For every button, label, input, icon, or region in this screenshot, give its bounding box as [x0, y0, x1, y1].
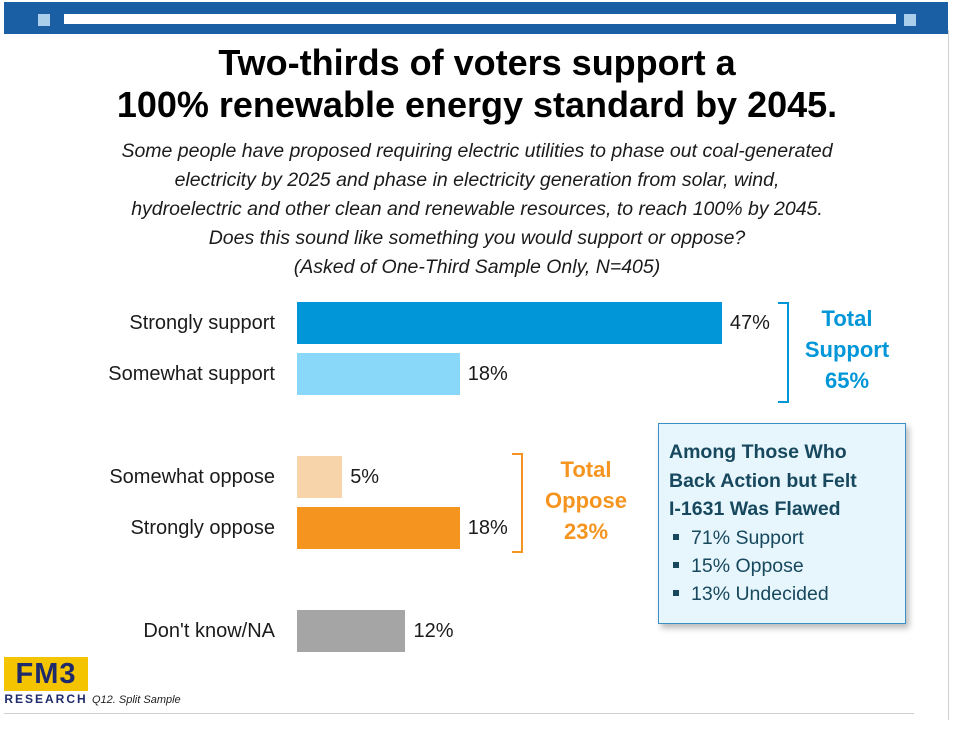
header-inner-stripe — [64, 14, 896, 24]
fm3-logo: FM3 RESEARCH — [4, 657, 88, 709]
bar-somewhat-support — [297, 353, 460, 395]
subtitle-line-1: Some people have proposed requiring elec… — [121, 140, 833, 162]
header-band — [4, 2, 948, 34]
value-label-somewhat-support: 18% — [467, 363, 508, 385]
chart-title: Two-thirds of voters support a 100% rene… — [0, 42, 954, 126]
bar-don-t-know-na — [297, 610, 406, 652]
header-square-left — [38, 14, 50, 26]
category-label-somewhat-oppose: Somewhat oppose — [109, 466, 275, 488]
footnote: Q12. Split Sample — [92, 694, 181, 706]
total-oppose-label: Total Oppose 23% — [530, 454, 642, 547]
support-bracket — [778, 302, 789, 403]
callout-item: 71% Support — [669, 524, 804, 552]
callout-item-text: 71% Support — [691, 527, 804, 549]
callout-item-text: 13% Undecided — [691, 583, 829, 605]
value-label-don-t-know-na: 12% — [413, 620, 454, 642]
category-label-don-t-know-na: Don't know/NA — [143, 620, 275, 642]
total-oppose-value: 23% — [563, 519, 609, 544]
total-oppose-line-2: Oppose — [545, 488, 627, 513]
header-square-right — [904, 14, 916, 26]
bar-somewhat-oppose — [297, 456, 343, 498]
subtitle-line-5: (Asked of One-Third Sample Only, N=405) — [293, 256, 661, 278]
bullet-icon — [673, 533, 679, 540]
title-line-2: 100% renewable energy standard by 2045. — [116, 84, 838, 125]
logo-bottom-text: RESEARCH — [4, 692, 88, 706]
total-oppose-line-1: Total — [560, 457, 612, 482]
category-label-strongly-oppose: Strongly oppose — [130, 517, 275, 539]
slide-border-right — [948, 30, 949, 720]
callout-box: Among Those Who Back Action but Felt I-1… — [658, 423, 906, 624]
logo-block: FM3 — [4, 657, 88, 691]
category-label-somewhat-support: Somewhat support — [108, 363, 275, 385]
bar-strongly-support — [297, 302, 722, 344]
bullet-icon — [673, 589, 679, 596]
oppose-bracket — [512, 453, 523, 553]
bar-strongly-oppose — [297, 507, 460, 549]
total-support-line-2: Support — [804, 337, 890, 362]
callout-title-line-3: I-1631 Was Flawed — [669, 498, 841, 520]
callout-item-text: 15% Oppose — [691, 555, 804, 577]
bullet-icon — [673, 561, 679, 568]
total-support-label: Total Support 65% — [790, 303, 904, 396]
total-support-value: 65% — [824, 368, 870, 393]
value-label-strongly-support: 47% — [729, 312, 770, 334]
slide-border-bottom — [4, 713, 914, 714]
logo-top-text: FM3 — [15, 658, 77, 690]
subtitle-line-3: hydroelectric and other clean and renewa… — [131, 198, 823, 220]
callout-item: 15% Oppose — [669, 552, 804, 580]
value-label-strongly-oppose: 18% — [467, 517, 508, 539]
value-label-somewhat-oppose: 5% — [350, 466, 380, 488]
callout-item: 13% Undecided — [669, 580, 829, 608]
category-label-strongly-support: Strongly support — [129, 312, 275, 334]
total-support-line-1: Total — [821, 306, 873, 331]
chart-subtitle: Some people have proposed requiring elec… — [40, 137, 914, 282]
callout-title-line-2: Back Action but Felt — [669, 469, 857, 492]
title-line-1: Two-thirds of voters support a — [218, 42, 736, 83]
subtitle-line-4: Does this sound like something you would… — [208, 227, 746, 249]
callout-title: Among Those Who Back Action but Felt I-1… — [669, 438, 901, 524]
subtitle-line-2: electricity by 2025 and phase in electri… — [174, 169, 780, 191]
callout-title-line-1: Among Those Who — [669, 441, 847, 463]
